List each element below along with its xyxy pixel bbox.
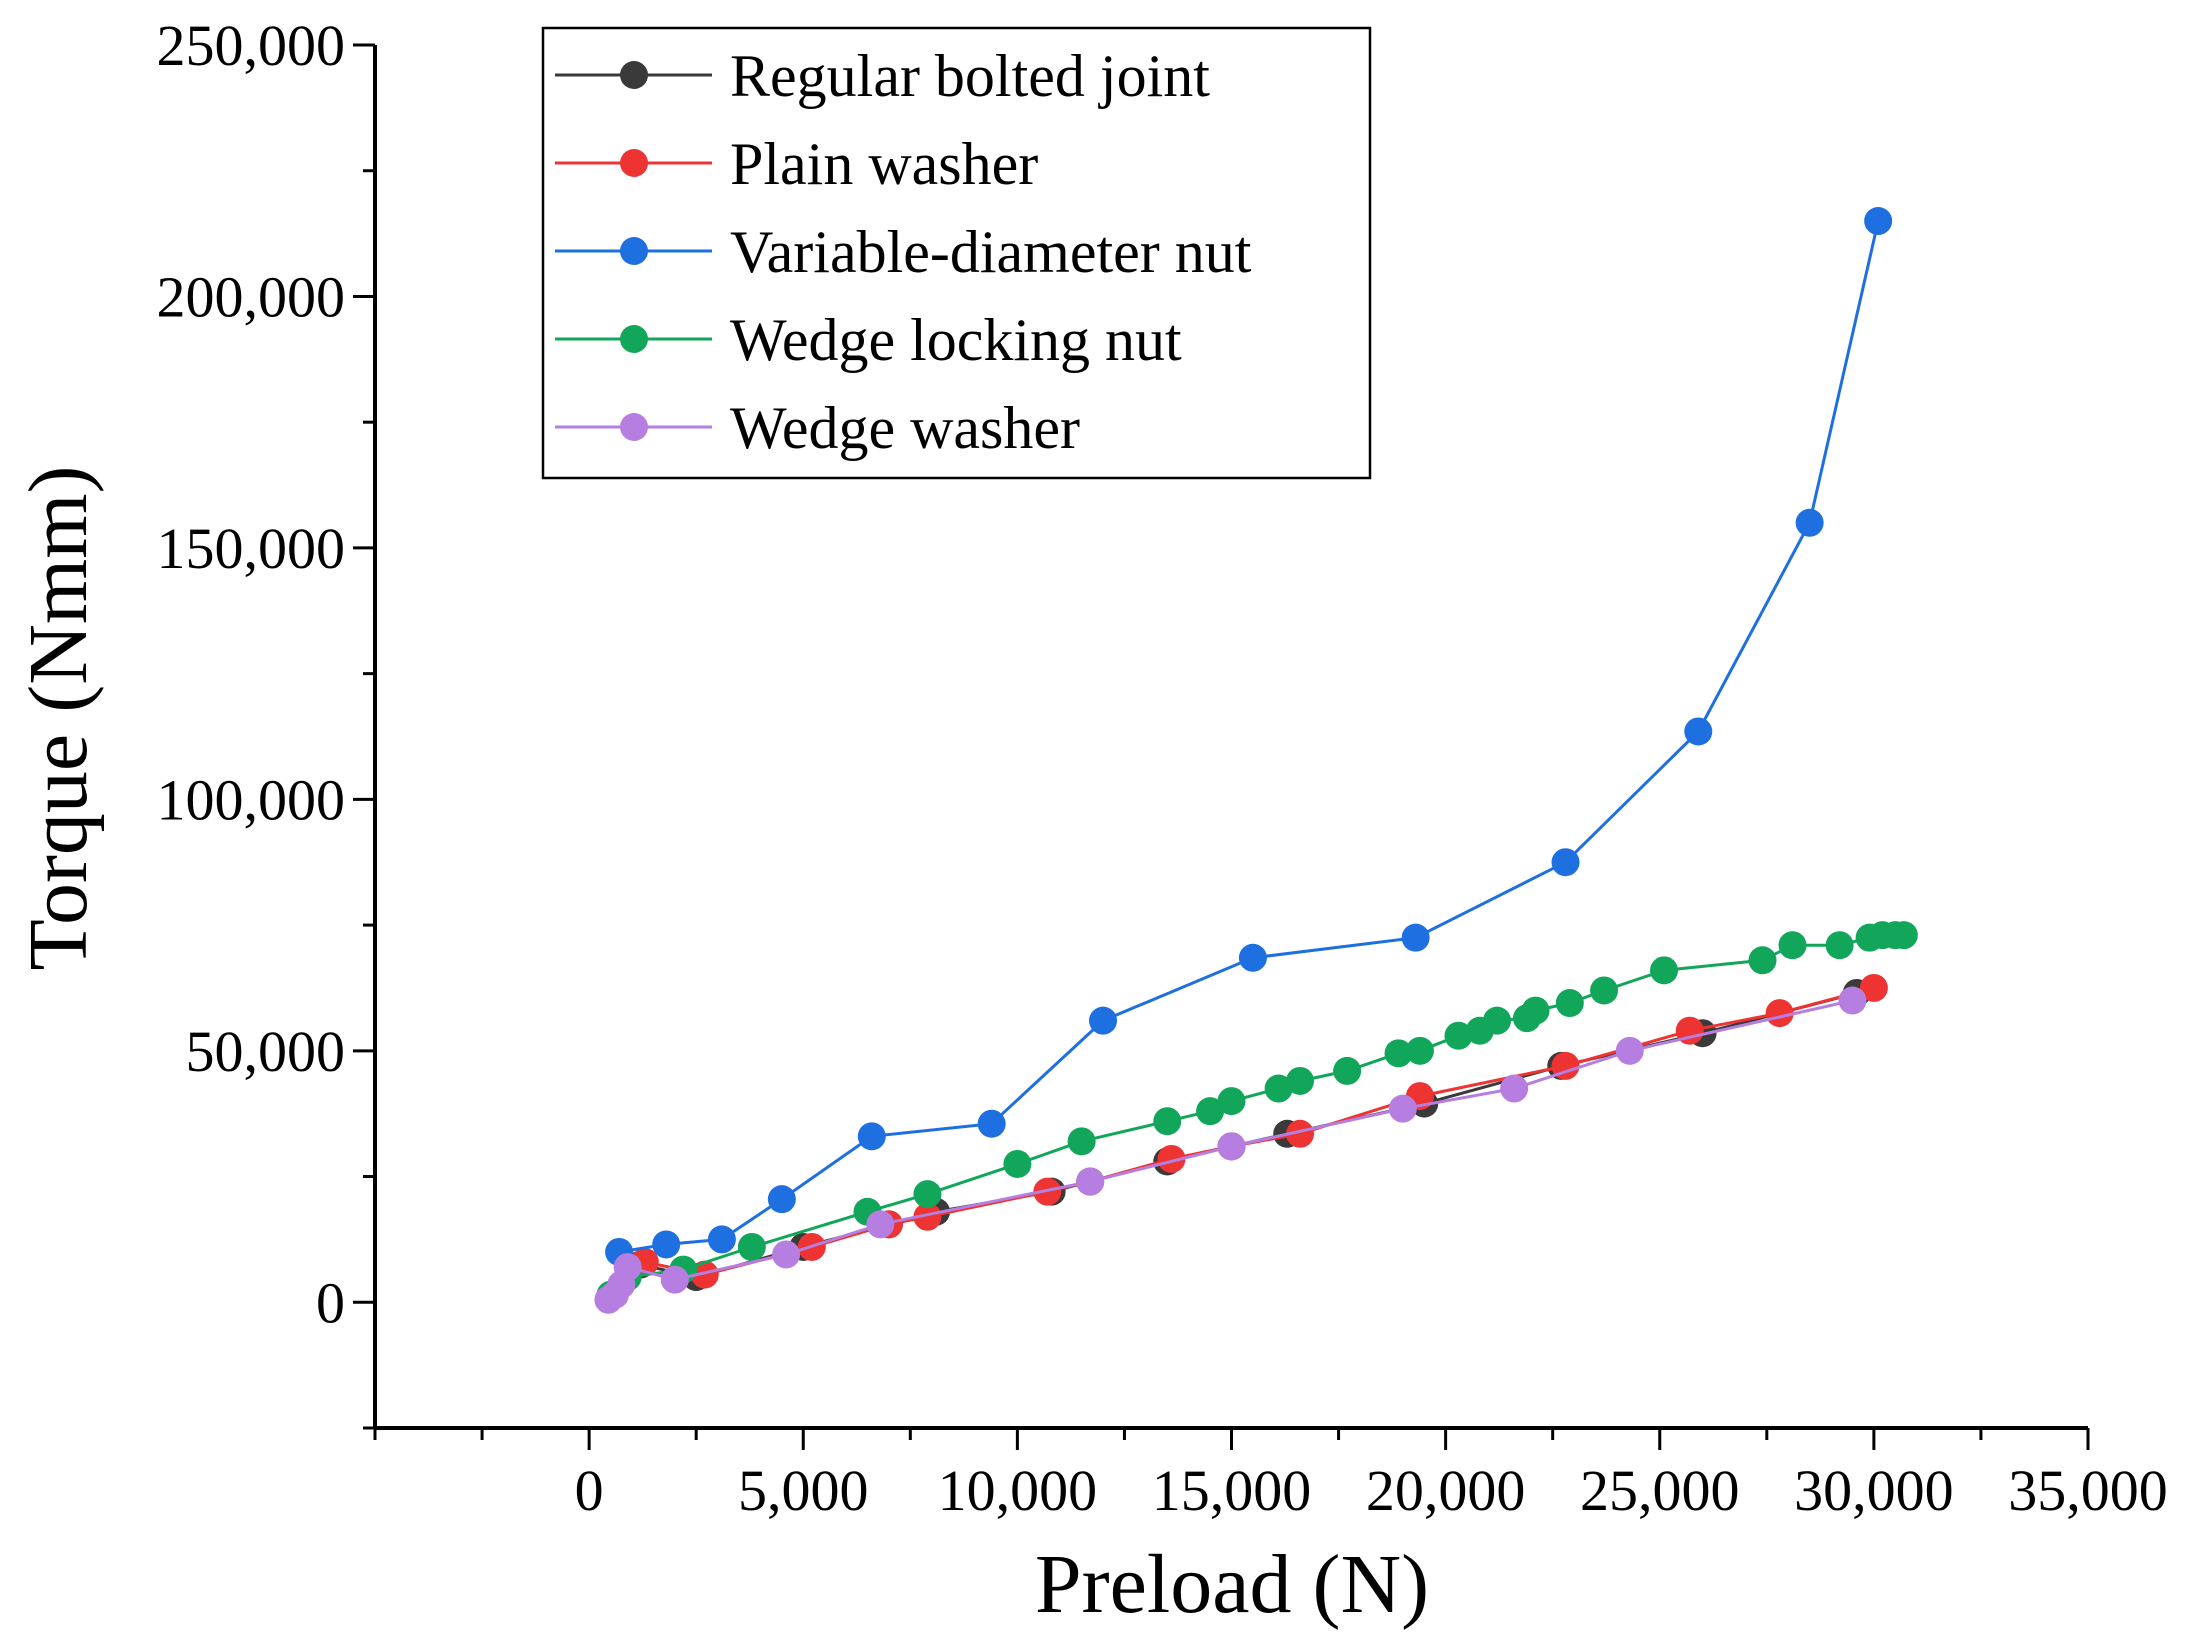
data-point-wedge-locking-nut — [1825, 931, 1854, 960]
data-point-variable-diameter-nut — [652, 1230, 681, 1259]
data-point-wedge-locking-nut — [1333, 1056, 1362, 1085]
data-point-wedge-locking-nut — [1067, 1127, 1096, 1156]
series-wedge-washer — [594, 986, 1867, 1314]
data-point-wedge-washer — [1076, 1167, 1105, 1196]
legend-label: Variable-diameter nut — [730, 219, 1252, 285]
y-tick-label: 0 — [316, 1270, 345, 1335]
data-point-variable-diameter-nut — [1864, 207, 1893, 236]
y-tick-label: 200,000 — [157, 264, 346, 329]
x-tick-label: 0 — [575, 1458, 604, 1523]
data-point-plain-washer — [1157, 1144, 1186, 1173]
legend-marker-variable-diameter-nut — [620, 237, 648, 265]
data-point-wedge-locking-nut — [1196, 1097, 1225, 1126]
data-point-wedge-locking-nut — [1286, 1066, 1315, 1095]
data-point-wedge-locking-nut — [1405, 1036, 1434, 1065]
legend-marker-wedge-washer — [620, 413, 648, 441]
data-point-wedge-washer — [613, 1253, 642, 1282]
data-point-variable-diameter-nut — [857, 1122, 886, 1151]
data-point-wedge-locking-nut — [1889, 921, 1918, 950]
legend-marker-wedge-locking-nut — [620, 325, 648, 353]
y-tick-label: 150,000 — [157, 516, 346, 581]
series-variable-diameter-nut — [605, 207, 1893, 1266]
x-axis-title: Preload (N) — [1035, 1538, 1429, 1631]
data-point-wedge-locking-nut — [1217, 1087, 1246, 1116]
data-point-variable-diameter-nut — [767, 1185, 796, 1214]
data-point-wedge-washer — [1838, 986, 1867, 1015]
x-tick-label: 20,000 — [1366, 1458, 1526, 1523]
data-point-wedge-washer — [1615, 1036, 1644, 1065]
x-tick-label: 35,000 — [2008, 1458, 2168, 1523]
data-point-variable-diameter-nut — [1401, 923, 1430, 952]
data-point-plain-washer — [1286, 1119, 1315, 1148]
data-point-wedge-locking-nut — [1444, 1021, 1473, 1050]
legend-box — [541, 26, 1372, 480]
data-point-wedge-locking-nut — [1153, 1107, 1182, 1136]
legend-label: Plain washer — [730, 131, 1038, 197]
data-point-wedge-washer — [660, 1265, 689, 1294]
legend-item-variable-diameter-nut: Variable-diameter nut — [555, 219, 1252, 285]
data-point-wedge-locking-nut — [1384, 1039, 1413, 1068]
legend: Regular bolted joint Plain washer Variable… — [541, 26, 1372, 480]
legend-label: Regular bolted joint — [730, 43, 1210, 109]
legend-entries: Regular bolted joint Plain washer Variable… — [555, 43, 1252, 461]
legend-item-regular-bolted-joint: Regular bolted joint — [555, 43, 1210, 109]
x-tick-label: 15,000 — [1152, 1458, 1312, 1523]
x-tick-label: 10,000 — [938, 1458, 1098, 1523]
data-point-variable-diameter-nut — [1551, 848, 1580, 877]
legend-marker-regular-bolted-joint — [620, 61, 648, 89]
legend-label: Wedge locking nut — [730, 307, 1182, 373]
y-axis-title: Torque (Nmm) — [12, 466, 105, 971]
y-tick-label: 50,000 — [186, 1019, 346, 1084]
data-point-wedge-locking-nut — [1521, 996, 1550, 1025]
data-point-wedge-locking-nut — [1264, 1074, 1293, 1103]
y-tick-label: 100,000 — [157, 767, 346, 832]
data-point-plain-washer — [1765, 999, 1794, 1028]
x-ticks: 0 5,000 10,000 15,000 20,000 25,000 30,000 35,0… — [373, 1428, 2168, 1523]
data-point-variable-diameter-nut — [977, 1109, 1006, 1138]
data-point-wedge-washer — [772, 1240, 801, 1269]
data-point-wedge-locking-nut — [1590, 976, 1619, 1005]
data-point-wedge-locking-nut — [1555, 989, 1584, 1018]
data-point-plain-washer — [913, 1202, 942, 1231]
data-point-wedge-locking-nut — [1483, 1006, 1512, 1035]
plot-area — [594, 207, 1918, 1314]
data-point-variable-diameter-nut — [1089, 1006, 1118, 1035]
data-point-wedge-washer — [1217, 1132, 1246, 1161]
data-point-variable-diameter-nut — [1238, 943, 1267, 972]
data-point-wedge-locking-nut — [1650, 956, 1679, 985]
y-tick-label: 250,000 — [157, 13, 346, 78]
data-point-wedge-locking-nut — [1748, 946, 1777, 975]
legend-marker-plain-washer — [620, 149, 648, 177]
data-point-wedge-washer — [1388, 1094, 1417, 1123]
data-point-wedge-locking-nut — [1003, 1149, 1032, 1178]
data-point-plain-washer — [1859, 973, 1888, 1002]
legend-item-wedge-locking-nut: Wedge locking nut — [555, 307, 1182, 373]
x-tick-label: 5,000 — [738, 1458, 869, 1523]
data-point-wedge-locking-nut — [913, 1180, 942, 1209]
data-point-plain-washer — [690, 1260, 719, 1289]
data-point-variable-diameter-nut — [1795, 508, 1824, 537]
data-point-wedge-locking-nut — [1778, 931, 1807, 960]
data-point-wedge-washer — [866, 1210, 895, 1239]
legend-item-plain-washer: Plain washer — [555, 131, 1038, 197]
legend-item-wedge-washer: Wedge washer — [555, 395, 1080, 461]
x-tick-label: 30,000 — [1794, 1458, 1954, 1523]
data-point-variable-diameter-nut — [707, 1225, 736, 1254]
legend-label: Wedge washer — [730, 395, 1080, 461]
data-point-wedge-locking-nut — [737, 1232, 766, 1261]
data-point-wedge-washer — [1500, 1074, 1529, 1103]
x-tick-label: 25,000 — [1580, 1458, 1740, 1523]
y-ticks: 0 50,000 100,000 150,000 200,000 250,000 — [157, 13, 375, 1430]
data-point-variable-diameter-nut — [1684, 717, 1713, 746]
